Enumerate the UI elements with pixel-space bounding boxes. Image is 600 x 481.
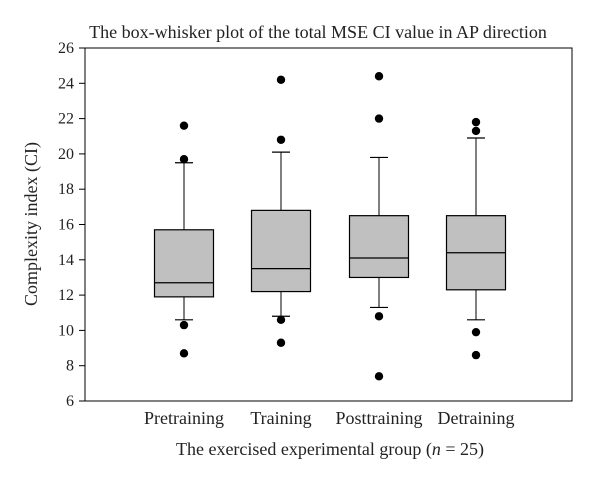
outlier-point — [276, 338, 286, 347]
x-axis-label-italic: n — [432, 439, 441, 459]
x-axis-label-prefix: The exercised experimental group ( — [176, 439, 432, 460]
iqr-box — [348, 215, 410, 279]
x-axis-label: The exercised experimental group (n = 25… — [176, 439, 484, 460]
x-category-label: Pretraining — [144, 408, 224, 428]
box-training — [250, 75, 312, 347]
outlier-point — [471, 117, 481, 127]
x-axis-category-labels: Pretraining Training Posttraining Detrainin… — [144, 408, 514, 428]
outlier-point — [276, 315, 286, 325]
outlier-point — [374, 114, 384, 123]
outlier-point — [179, 154, 189, 164]
y-axis-label: Complexity index (CI) — [21, 142, 42, 306]
y-tick-label: 20 — [58, 146, 74, 163]
y-tick-label: 10 — [58, 322, 74, 339]
outlier-point — [471, 126, 481, 136]
y-tick-label: 8 — [66, 358, 74, 375]
outlier-point — [374, 312, 384, 321]
outlier-point — [374, 372, 384, 381]
y-tick-label: 14 — [58, 252, 74, 269]
outlier-point — [276, 135, 286, 144]
y-tick-label: 18 — [58, 181, 74, 198]
x-category-label: Detraining — [438, 408, 515, 428]
y-axis: 6 8 10 12 14 16 18 20 22 24 26 — [58, 40, 85, 410]
y-tick-label: 16 — [58, 217, 74, 234]
outlier-point — [374, 72, 384, 81]
y-tick-label: 22 — [58, 111, 74, 128]
outlier-point — [179, 349, 189, 358]
y-tick-label: 24 — [58, 75, 74, 92]
x-category-label: Training — [250, 408, 311, 428]
outlier-point — [276, 75, 286, 84]
chart-title: The box-whisker plot of the total MSE CI… — [89, 22, 547, 42]
box-detraining — [445, 117, 507, 360]
x-category-label: Posttraining — [335, 408, 422, 428]
outlier-point — [471, 327, 481, 337]
iqr-box — [250, 209, 312, 293]
box-series — [153, 72, 507, 381]
y-tick-label: 12 — [58, 287, 74, 304]
outlier-point — [471, 350, 481, 360]
outlier-point — [179, 320, 189, 330]
y-tick-label: 6 — [66, 393, 74, 410]
iqr-box — [153, 229, 215, 298]
outlier-point — [179, 121, 189, 130]
box-pretraining — [153, 121, 215, 358]
box-posttraining — [348, 72, 410, 381]
y-tick-label: 26 — [58, 40, 74, 57]
x-axis-label-suffix: = 25) — [441, 439, 484, 460]
